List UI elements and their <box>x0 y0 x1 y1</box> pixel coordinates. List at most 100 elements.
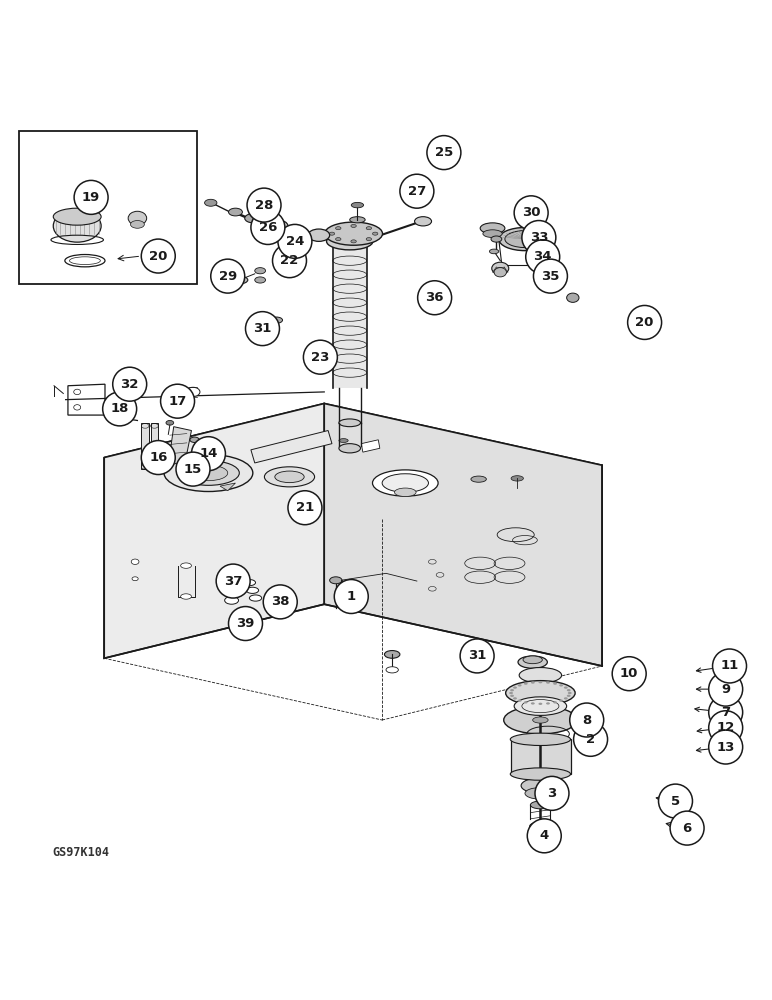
Ellipse shape <box>491 236 502 242</box>
Circle shape <box>211 259 245 293</box>
Ellipse shape <box>514 697 567 715</box>
Text: 17: 17 <box>168 395 187 408</box>
Ellipse shape <box>339 419 361 427</box>
Ellipse shape <box>327 233 373 250</box>
Ellipse shape <box>181 563 191 568</box>
Ellipse shape <box>530 822 551 831</box>
Ellipse shape <box>510 689 514 691</box>
Text: 22: 22 <box>280 254 299 267</box>
Circle shape <box>273 244 306 278</box>
Circle shape <box>400 174 434 208</box>
Ellipse shape <box>336 238 341 241</box>
Ellipse shape <box>128 211 147 225</box>
Polygon shape <box>104 403 602 519</box>
Text: 28: 28 <box>255 199 273 212</box>
Text: 11: 11 <box>720 659 739 672</box>
Ellipse shape <box>567 293 579 302</box>
Polygon shape <box>220 483 235 491</box>
Text: 34: 34 <box>533 250 552 263</box>
Circle shape <box>334 580 368 613</box>
Ellipse shape <box>53 208 101 225</box>
Ellipse shape <box>329 232 335 235</box>
Ellipse shape <box>394 488 416 497</box>
Ellipse shape <box>506 681 575 705</box>
Ellipse shape <box>530 801 550 809</box>
Text: 8: 8 <box>582 714 591 727</box>
Text: 16: 16 <box>149 451 168 464</box>
Ellipse shape <box>510 695 514 697</box>
Polygon shape <box>68 384 105 415</box>
Ellipse shape <box>567 689 571 691</box>
Circle shape <box>670 811 704 845</box>
Text: 39: 39 <box>236 617 255 630</box>
Circle shape <box>535 776 569 810</box>
Text: 13: 13 <box>716 741 735 754</box>
Ellipse shape <box>492 262 509 275</box>
Ellipse shape <box>553 701 557 704</box>
Bar <box>333 245 367 388</box>
Ellipse shape <box>384 651 400 658</box>
Ellipse shape <box>386 667 398 673</box>
Text: 24: 24 <box>286 235 304 248</box>
Ellipse shape <box>539 681 542 683</box>
Ellipse shape <box>510 768 571 780</box>
Ellipse shape <box>246 587 259 593</box>
Text: 35: 35 <box>541 270 560 283</box>
Ellipse shape <box>231 276 248 284</box>
Ellipse shape <box>131 559 139 564</box>
Ellipse shape <box>494 268 506 277</box>
Ellipse shape <box>510 692 513 694</box>
Text: 9: 9 <box>721 683 730 696</box>
Text: 38: 38 <box>271 595 290 608</box>
Ellipse shape <box>503 706 577 734</box>
Text: 2: 2 <box>586 733 595 746</box>
Ellipse shape <box>546 702 550 705</box>
Circle shape <box>216 564 250 598</box>
Ellipse shape <box>225 596 239 604</box>
Ellipse shape <box>265 220 288 232</box>
Ellipse shape <box>350 217 365 223</box>
Ellipse shape <box>264 467 315 487</box>
Ellipse shape <box>518 656 547 668</box>
Ellipse shape <box>229 208 242 216</box>
Ellipse shape <box>130 221 144 228</box>
Circle shape <box>103 392 137 426</box>
Circle shape <box>709 672 743 706</box>
Ellipse shape <box>373 470 438 496</box>
Ellipse shape <box>511 476 523 481</box>
Ellipse shape <box>510 733 571 745</box>
Circle shape <box>612 657 646 691</box>
Ellipse shape <box>531 681 535 684</box>
Ellipse shape <box>568 692 571 694</box>
Ellipse shape <box>518 684 522 687</box>
Circle shape <box>522 221 556 255</box>
Ellipse shape <box>243 580 256 586</box>
Text: 3: 3 <box>547 787 557 800</box>
Circle shape <box>628 305 662 339</box>
Circle shape <box>460 639 494 673</box>
Circle shape <box>709 730 743 764</box>
Text: 19: 19 <box>82 191 100 204</box>
Circle shape <box>245 312 279 346</box>
Circle shape <box>659 784 692 818</box>
Text: 20: 20 <box>635 316 654 329</box>
Circle shape <box>247 188 281 222</box>
Circle shape <box>263 585 297 619</box>
Ellipse shape <box>553 682 557 685</box>
Ellipse shape <box>559 684 563 687</box>
Polygon shape <box>361 440 380 452</box>
Ellipse shape <box>499 227 551 251</box>
Text: 30: 30 <box>522 206 540 219</box>
Bar <box>141 423 149 469</box>
Circle shape <box>713 649 747 683</box>
Ellipse shape <box>181 594 191 599</box>
Text: 1: 1 <box>347 590 356 603</box>
Ellipse shape <box>513 697 517 700</box>
Ellipse shape <box>351 240 357 243</box>
Ellipse shape <box>567 695 571 697</box>
Ellipse shape <box>330 577 342 584</box>
Ellipse shape <box>255 277 266 283</box>
Circle shape <box>141 239 175 273</box>
Text: 37: 37 <box>224 575 242 588</box>
Circle shape <box>527 819 561 853</box>
